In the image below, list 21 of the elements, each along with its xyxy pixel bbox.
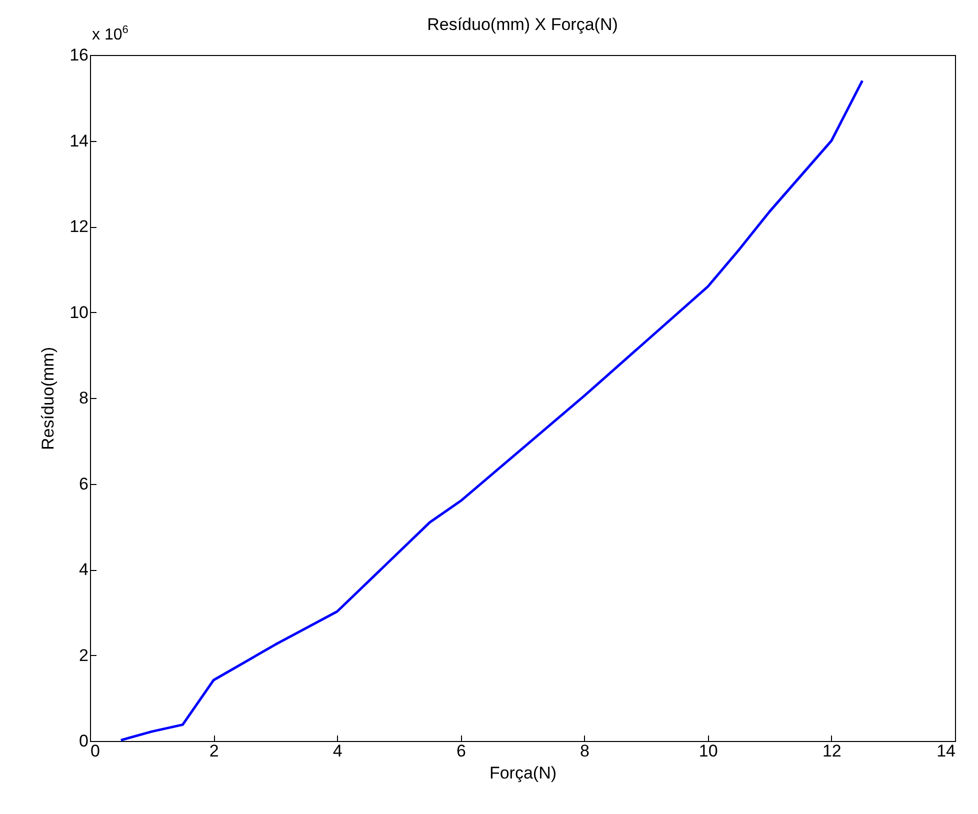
y-tick-label: 2 xyxy=(79,646,88,665)
x-tick-label: 2 xyxy=(209,742,219,760)
x-tick-label: 14 xyxy=(936,742,956,760)
y-tick-label: 6 xyxy=(79,474,88,494)
y-tick-label: 12 xyxy=(70,217,88,236)
y-tick-label: 4 xyxy=(79,560,88,579)
x-tick-label: 4 xyxy=(332,742,342,760)
x-axis-title: Força(N) xyxy=(489,764,557,782)
line-series xyxy=(120,79,864,742)
x-tick-label: 12 xyxy=(822,742,842,760)
chart-title: Resíduo(mm) X Força(N) xyxy=(427,15,618,34)
y-tick-label: 8 xyxy=(79,388,88,408)
y-tick-label: 14 xyxy=(70,131,88,150)
y-axis-title: Resíduo(mm) xyxy=(38,347,58,450)
x-tick-label: 8 xyxy=(580,742,590,760)
x-tick-label: 6 xyxy=(456,742,466,760)
y-tick-label: 16 xyxy=(70,46,88,64)
y-tick-label: 10 xyxy=(70,302,88,322)
x-tick-label: 0 xyxy=(90,742,100,760)
x-tick-label: 10 xyxy=(698,742,718,760)
text: x 10$^{6}$ xyxy=(92,24,128,44)
